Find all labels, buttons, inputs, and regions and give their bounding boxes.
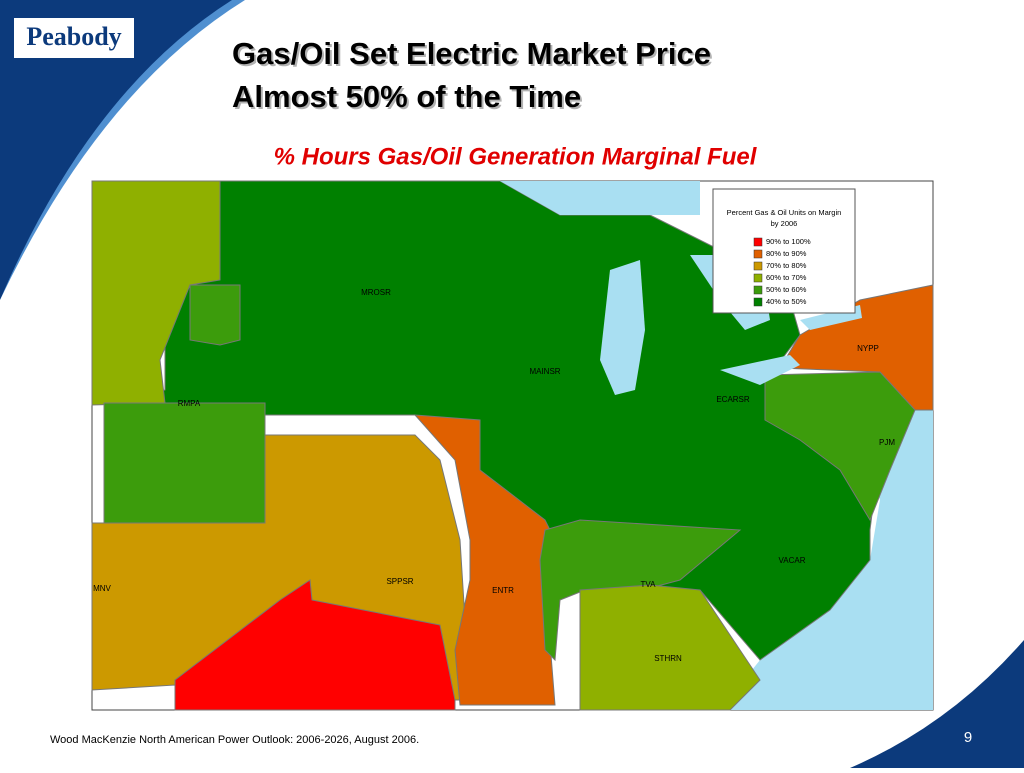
region-area	[103, 402, 266, 524]
subtitle: % Hours Gas/Oil Generation Marginal Fuel	[274, 143, 758, 170]
legend-label: 60% to 70%	[766, 273, 807, 282]
legend-label: 70% to 80%	[766, 261, 807, 270]
region-label: ECARSR	[716, 395, 750, 404]
region-label: MNV	[93, 584, 111, 593]
region-label: STHRN	[654, 654, 682, 663]
logo: Peabody	[26, 22, 121, 51]
legend-title: Percent Gas & Oil Units on Margin	[727, 208, 842, 217]
region-label: SPPSR	[386, 577, 413, 586]
title-shadow: Almost 50% of the Time	[234, 81, 583, 116]
region-label: MAINSR	[529, 367, 560, 376]
region-label: RMPA	[178, 399, 201, 408]
lake	[720, 355, 800, 385]
legend-swatch	[753, 273, 763, 283]
region-label: TVA	[641, 580, 657, 589]
legend-title: by 2006	[771, 219, 798, 228]
legend-swatch	[753, 261, 763, 271]
legend-swatch	[753, 285, 763, 295]
title: Almost 50% of the Time	[232, 79, 581, 114]
region-area	[764, 371, 916, 522]
footnote: Wood MacKenzie North American Power Outl…	[50, 734, 419, 746]
legend-label: 50% to 60%	[766, 285, 807, 294]
region-area	[779, 284, 934, 411]
region-label: MROSR	[361, 288, 391, 297]
region-area	[174, 579, 456, 711]
page-number: 9	[964, 729, 972, 746]
title: Gas/Oil Set Electric Market Price	[232, 36, 711, 71]
logo-box	[14, 18, 134, 58]
title-shadow: Gas/Oil Set Electric Market Price	[234, 38, 713, 73]
map: MROSR MAINSR ECARSR NYPP PJM RMPA SPPSR ENTR TVA…	[91, 180, 934, 711]
legend-box	[712, 188, 856, 314]
region-label: PJM	[879, 438, 895, 447]
region-area	[413, 414, 556, 706]
legend-swatch	[753, 237, 763, 247]
legend-swatch	[753, 249, 763, 259]
region-label: NYPP	[857, 344, 879, 353]
legend-swatch	[753, 297, 763, 307]
region-label: VACAR	[779, 556, 806, 565]
legend-label: 80% to 90%	[766, 249, 807, 258]
legend-label: 40% to 50%	[766, 297, 807, 306]
region-area	[189, 284, 241, 346]
region-label: ENTR	[492, 586, 514, 595]
lake	[500, 181, 700, 215]
legend-label: 90% to 100%	[766, 237, 811, 246]
region-area	[579, 584, 761, 711]
lake	[600, 260, 645, 395]
